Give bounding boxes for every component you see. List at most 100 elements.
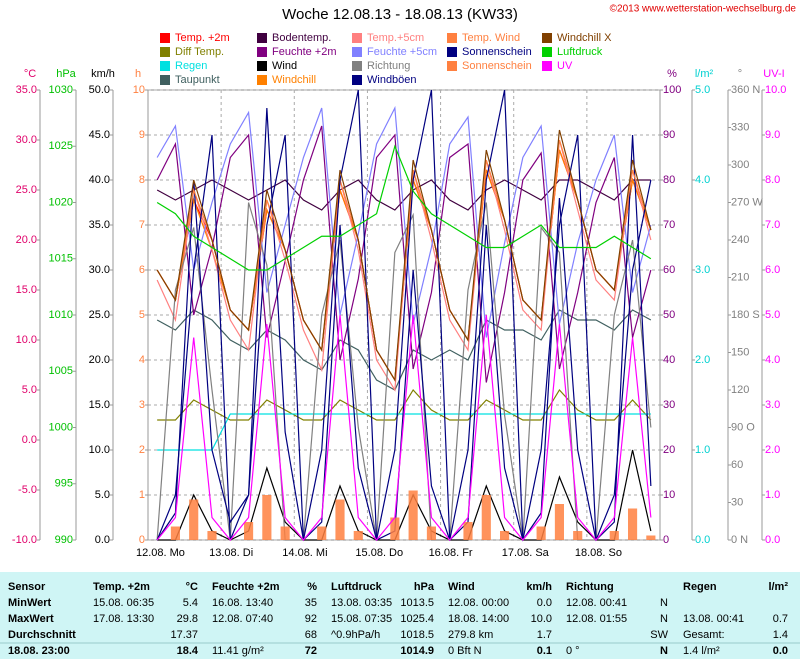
table-cell: 17.08. 13:30 <box>93 613 154 625</box>
tick-label: 4.0 <box>765 354 780 366</box>
legend-swatch <box>352 47 362 57</box>
tick-label: 45.0 <box>89 129 110 141</box>
bar <box>646 535 656 540</box>
table-cell: 1025.4 <box>400 613 434 625</box>
tick-label: 25.0 <box>16 184 37 196</box>
legend-label: UV <box>557 60 573 72</box>
axis-label: UV-I <box>763 68 784 80</box>
tick-label: 150 <box>731 346 749 358</box>
table-cell: 5.4 <box>183 597 198 609</box>
bar <box>426 526 436 540</box>
tick-label: 30 <box>731 496 743 508</box>
table-cell: 17.37 <box>170 629 198 641</box>
legend-label: Wind <box>272 60 297 72</box>
series-line <box>156 105 652 338</box>
tick-label: 995 <box>55 478 73 490</box>
table-cell: 92 <box>305 613 317 625</box>
series-line <box>156 107 652 542</box>
legend-swatch <box>447 33 457 43</box>
tick-label: 5.0 <box>22 384 37 396</box>
legend-swatch <box>542 47 552 57</box>
legend-label: Regen <box>175 60 207 72</box>
tick-label: 100 <box>663 84 681 96</box>
tick-label: 240 <box>731 234 749 246</box>
tick-label: 3.0 <box>695 264 710 276</box>
bar <box>500 531 510 540</box>
tick-label: 20.0 <box>16 234 37 246</box>
table-cell: N <box>660 597 668 609</box>
tick-label: 5.0 <box>695 84 710 96</box>
bar <box>244 522 254 540</box>
bar <box>317 526 327 540</box>
legend-label: Luftdruck <box>557 46 603 58</box>
series-line <box>156 144 652 271</box>
table-cell: °C <box>186 581 198 593</box>
table-cell: 0.0 <box>537 597 552 609</box>
tick-label: 2 <box>139 444 145 456</box>
tick-label: 1.0 <box>695 444 710 456</box>
tick-label: 1005 <box>49 365 73 377</box>
table-cell: 12.08. 07:40 <box>212 613 273 625</box>
tick-label: 50.0 <box>89 84 110 96</box>
legend-swatch <box>160 75 170 85</box>
tick-label: 4 <box>139 354 145 366</box>
x-tick-label: 14.08. Mi <box>282 547 327 559</box>
table-cell: 12.08. 00:41 <box>566 597 627 609</box>
tick-label: 30 <box>663 399 675 411</box>
bar <box>554 504 564 540</box>
tick-label: 270 W <box>731 196 763 208</box>
legend-label: Sonnenschein <box>462 60 532 72</box>
table-background <box>0 572 800 659</box>
legend-swatch <box>257 61 267 71</box>
tick-label: 80 <box>663 174 675 186</box>
legend-swatch <box>542 61 552 71</box>
series-line <box>156 309 652 391</box>
tick-label: 10 <box>133 84 145 96</box>
table-cell: 1014.9 <box>400 645 434 657</box>
tick-label: 60 <box>663 264 675 276</box>
tick-label: 0.0 <box>22 434 37 446</box>
legend-swatch <box>257 75 267 85</box>
legend-swatch <box>257 47 267 57</box>
tick-label: 4.0 <box>695 174 710 186</box>
bar <box>408 490 418 540</box>
table-cell: 11.41 g/m² <box>212 645 264 657</box>
tick-label: 8 <box>139 174 145 186</box>
tick-label: 30.0 <box>89 264 110 276</box>
bar <box>170 526 180 540</box>
legend-label: Sonnenschein <box>462 46 532 58</box>
tick-label: 300 <box>731 159 749 171</box>
axis-label: % <box>667 68 677 80</box>
tick-label: 0.0 <box>765 534 780 546</box>
legend-label: Feuchte +5cm <box>367 46 437 58</box>
bar <box>609 531 619 540</box>
tick-label: 10 <box>663 489 675 501</box>
tick-label: 7 <box>139 219 145 231</box>
tick-label: 8.0 <box>765 174 780 186</box>
tick-label: 1025 <box>49 140 73 152</box>
axis-label: h <box>135 68 141 80</box>
bar <box>335 499 345 540</box>
table-cell: 10.0 <box>531 613 552 625</box>
legend-swatch <box>352 61 362 71</box>
tick-label: 3.0 <box>765 399 780 411</box>
tick-label: 20 <box>663 444 675 456</box>
legend-label: Temp. +2m <box>175 32 230 44</box>
table-cell: 1.4 l/m² <box>683 645 720 657</box>
tick-label: 1 <box>139 489 145 501</box>
tick-label: 0.0 <box>95 534 110 546</box>
tick-label: 6 <box>139 264 145 276</box>
tick-label: 1015 <box>49 253 73 265</box>
bar <box>481 495 491 540</box>
table-cell: 18.08. 14:00 <box>448 613 509 625</box>
table-cell: 1.4 <box>773 629 788 641</box>
tick-label: 60 <box>731 459 743 471</box>
legend-label: Taupunkt <box>175 74 220 86</box>
table-cell: 13.08. 03:35 <box>331 597 392 609</box>
tick-label: 1020 <box>49 196 73 208</box>
tick-label: 0 <box>663 534 669 546</box>
tick-label: -5.0 <box>18 484 37 496</box>
table-cell: 18.08. 23:00 <box>8 645 70 657</box>
tick-label: 1000 <box>49 421 73 433</box>
bar <box>573 531 583 540</box>
